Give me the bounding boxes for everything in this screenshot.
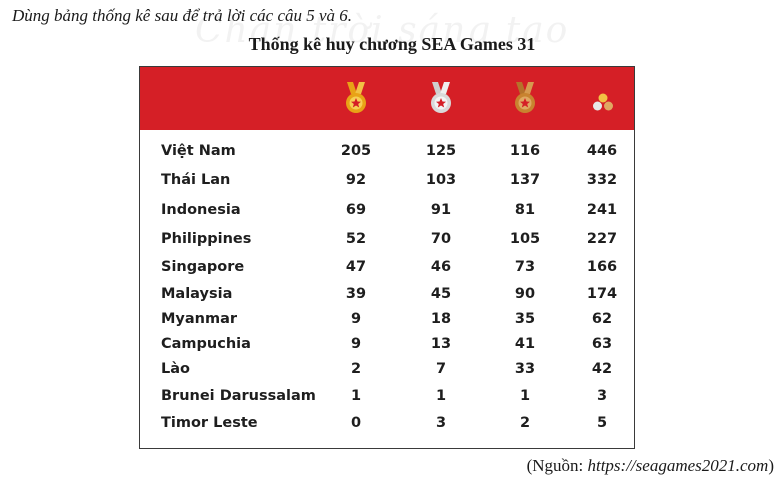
gold-count: 2	[350, 361, 362, 377]
gold-count: 1	[350, 388, 362, 404]
country-name: Lào	[161, 361, 190, 377]
silver-count: 7	[435, 361, 447, 377]
bronze-count: 1	[519, 388, 531, 404]
table-row: Myanmar 9 18 35 62	[140, 307, 634, 333]
gold-count: 92	[345, 172, 367, 188]
total-count: 332	[586, 172, 618, 188]
silver-count: 1	[435, 388, 447, 404]
total-medals-icon	[593, 93, 613, 111]
table-row: Thái Lan 92 103 137 332	[140, 168, 634, 194]
total-count: 227	[586, 231, 618, 247]
table-row: Timor Leste 0 3 2 5	[140, 411, 634, 437]
total-count: 166	[586, 259, 618, 275]
silver-count: 91	[430, 202, 452, 218]
bronze-count: 105	[509, 231, 541, 247]
country-name: Việt Nam	[161, 143, 236, 159]
country-name: Singapore	[161, 259, 245, 275]
gold-count: 9	[350, 311, 362, 327]
medal-table: Việt Nam 205 125 116 446 Thái Lan 92 103…	[139, 66, 635, 449]
silver-medal-icon	[431, 82, 451, 113]
table-row: Singapore 47 46 73 166	[140, 255, 634, 281]
total-count: 42	[591, 361, 613, 377]
source-prefix: (Nguồn:	[526, 456, 588, 475]
country-name: Timor Leste	[161, 415, 258, 431]
table-row: Campuchia 9 13 41 63	[140, 332, 634, 358]
country-name: Myanmar	[161, 311, 238, 327]
bronze-count: 73	[514, 259, 536, 275]
silver-count: 103	[425, 172, 457, 188]
gold-count: 0	[350, 415, 362, 431]
instruction-text: Dùng bảng thống kê sau để trả lời các câ…	[12, 6, 353, 25]
silver-count: 46	[430, 259, 452, 275]
total-count: 174	[586, 286, 618, 302]
gold-count: 47	[345, 259, 367, 275]
bronze-count: 33	[514, 361, 536, 377]
bronze-count: 41	[514, 336, 536, 352]
gold-count: 69	[345, 202, 367, 218]
bronze-count: 116	[509, 143, 541, 159]
total-count: 62	[591, 311, 613, 327]
total-count: 5	[596, 415, 608, 431]
bronze-count: 137	[509, 172, 541, 188]
table-title: Thống kê huy chương SEA Games 31	[248, 34, 536, 54]
gold-count: 52	[345, 231, 367, 247]
country-name: Thái Lan	[161, 172, 231, 188]
country-name: Campuchia	[161, 336, 251, 352]
country-name: Malaysia	[161, 286, 233, 302]
source-url: https://seagames2021.com	[587, 456, 769, 475]
source-suffix: )	[768, 456, 774, 475]
table-header	[140, 67, 634, 130]
silver-count: 125	[425, 143, 457, 159]
silver-count: 70	[430, 231, 452, 247]
bronze-medal-icon	[515, 82, 535, 113]
total-count: 241	[586, 202, 618, 218]
table-row: Malaysia 39 45 90 174	[140, 282, 634, 308]
total-count: 63	[591, 336, 613, 352]
table-row: Philippines 52 70 105 227	[140, 227, 634, 253]
total-count: 3	[596, 388, 608, 404]
table-row: Lào 2 7 33 42	[140, 357, 634, 383]
country-name: Indonesia	[161, 202, 241, 218]
bronze-count: 90	[514, 286, 536, 302]
table-row: Brunei Darussalam 1 1 1 3	[140, 384, 634, 410]
silver-count: 45	[430, 286, 452, 302]
silver-count: 18	[430, 311, 452, 327]
table-row: Việt Nam 205 125 116 446	[140, 139, 634, 165]
gold-count: 9	[350, 336, 362, 352]
gold-medal-icon	[346, 82, 366, 113]
bronze-count: 35	[514, 311, 536, 327]
country-name: Philippines	[161, 231, 252, 247]
bronze-count: 81	[514, 202, 536, 218]
table-row: Indonesia 69 91 81 241	[140, 198, 634, 224]
gold-count: 39	[345, 286, 367, 302]
bronze-count: 2	[519, 415, 531, 431]
silver-count: 13	[430, 336, 452, 352]
country-name: Brunei Darussalam	[161, 388, 316, 404]
silver-count: 3	[435, 415, 447, 431]
total-count: 446	[586, 143, 618, 159]
gold-count: 205	[340, 143, 372, 159]
source-note: (Nguồn: https://seagames2021.com)	[527, 456, 774, 476]
